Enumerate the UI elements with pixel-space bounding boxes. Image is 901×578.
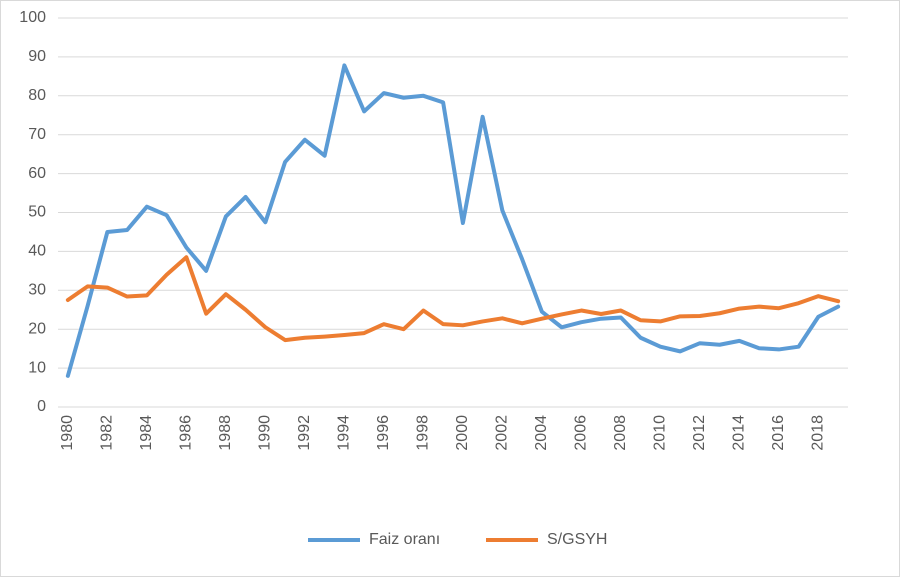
x-tick-label: 2018 [810,415,827,451]
line-series [65,255,841,343]
x-tick-label: 1984 [138,415,155,451]
legend-label: Faiz oranı [369,531,440,548]
y-tick-label: 80 [28,87,46,104]
x-tick-label: 1986 [178,415,195,451]
x-tick-label: 1996 [375,415,392,451]
x-tick-label: 1980 [59,415,76,451]
y-tick-label: 0 [37,398,46,415]
y-tick-label: 60 [28,165,46,182]
x-tick-label: 1994 [336,415,353,451]
y-tick-label: 100 [19,9,46,26]
x-tick-label: 2014 [731,415,748,451]
y-tick-label: 20 [28,320,46,337]
y-tick-label: 30 [28,282,46,299]
x-tick-label: 2008 [612,415,629,451]
legend-label: S/GSYH [547,531,607,548]
x-tick-label: 2012 [691,415,708,451]
x-tick-label: 2002 [494,415,511,451]
x-tick-label: 2000 [454,415,471,451]
x-tick-label: 2016 [770,415,787,451]
y-tick-label: 50 [28,204,46,221]
x-tick-label: 1998 [415,415,432,451]
x-tick-label: 2004 [533,415,550,451]
y-tick-label: 10 [28,359,46,376]
y-tick-label: 40 [28,243,46,260]
x-tick-label: 1990 [257,415,274,451]
x-tick-label: 2006 [573,415,590,451]
x-tick-label: 1988 [217,415,234,451]
x-tick-label: 1992 [296,415,313,451]
y-tick-label: 70 [28,126,46,143]
x-tick-label: 1982 [99,415,116,451]
y-tick-label: 90 [28,48,46,65]
x-tick-label: 2010 [652,415,669,451]
line-series [65,63,841,378]
